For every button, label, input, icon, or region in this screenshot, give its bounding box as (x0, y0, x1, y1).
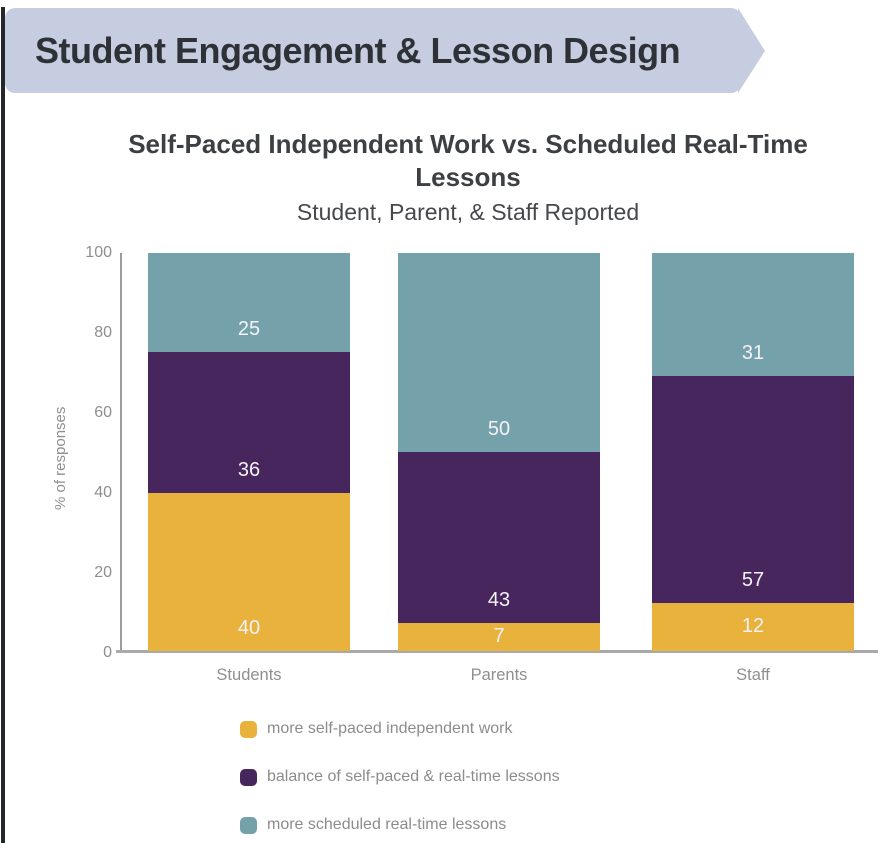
y-axis-tick-label: 60 (94, 404, 112, 421)
bar-segment-value: 7 (493, 625, 505, 648)
bar-segment (148, 493, 350, 651)
bar-segment (148, 253, 350, 352)
bar-segment-value: 25 (237, 317, 261, 340)
bar-students: 40 36 25 (148, 253, 350, 651)
y-axis-title: % of responses (52, 406, 69, 510)
bar-segment-value: 50 (487, 418, 511, 440)
y-axis-tick-label: 80 (94, 324, 112, 341)
bar-segment (148, 351, 350, 494)
legend-item: more self-paced independent work (240, 719, 560, 739)
legend-swatch (240, 816, 257, 834)
x-axis-line (116, 650, 878, 653)
bar-segment-value: 43 (487, 589, 511, 612)
legend: more self-paced independent work balance … (240, 719, 560, 843)
bar-segment (652, 253, 854, 377)
chart-title-line2: Lessons (415, 162, 521, 192)
bar-segment-value: 40 (237, 617, 261, 639)
bar-segment-value: 57 (741, 569, 765, 592)
bar-segment-value: 12 (741, 615, 765, 638)
bar-segment (398, 452, 600, 624)
bar-segment (398, 253, 600, 452)
bar-segment-value: 36 (237, 459, 261, 482)
legend-swatch (240, 720, 257, 738)
y-axis-tick-label: 20 (94, 564, 112, 581)
chart-title-block: Self-Paced Independent Work vs. Schedule… (58, 128, 878, 226)
bar-segment-value: 31 (741, 342, 765, 365)
legend-label: balance of self-paced & real-time lesson… (267, 768, 560, 785)
x-axis-label-parents: Parents (470, 666, 528, 684)
y-axis-tick-label: 40 (94, 484, 112, 501)
legend-label: more self-paced independent work (267, 720, 513, 737)
bar-segment (652, 603, 854, 651)
y-axis-tick-label: 0 (103, 644, 112, 661)
bar-staff: 12 57 31 (652, 253, 854, 651)
left-border-line (1, 7, 5, 843)
y-axis-tick-label: 100 (85, 244, 112, 261)
x-axis-label-staff: Staff (736, 666, 770, 684)
banner-arrow-shape (738, 8, 765, 93)
bar-parents: 7 43 50 (398, 253, 600, 651)
legend-item: balance of self-paced & real-time lesson… (240, 767, 560, 787)
bar-segment (398, 623, 600, 651)
chart-title-line1: Self-Paced Independent Work vs. Schedule… (128, 129, 808, 159)
legend-swatch (240, 768, 257, 786)
legend-label: more scheduled real-time lessons (267, 816, 507, 833)
section-banner: Student Engagement & Lesson Design (5, 8, 741, 93)
legend-item: more scheduled real-time lessons (240, 815, 560, 835)
section-banner-title: Student Engagement & Lesson Design (35, 29, 681, 71)
bar-segment (652, 376, 854, 604)
chart-subtitle: Student, Parent, & Staff Reported (296, 199, 640, 225)
y-axis-line (120, 253, 122, 653)
x-axis-label-students: Students (216, 666, 282, 684)
